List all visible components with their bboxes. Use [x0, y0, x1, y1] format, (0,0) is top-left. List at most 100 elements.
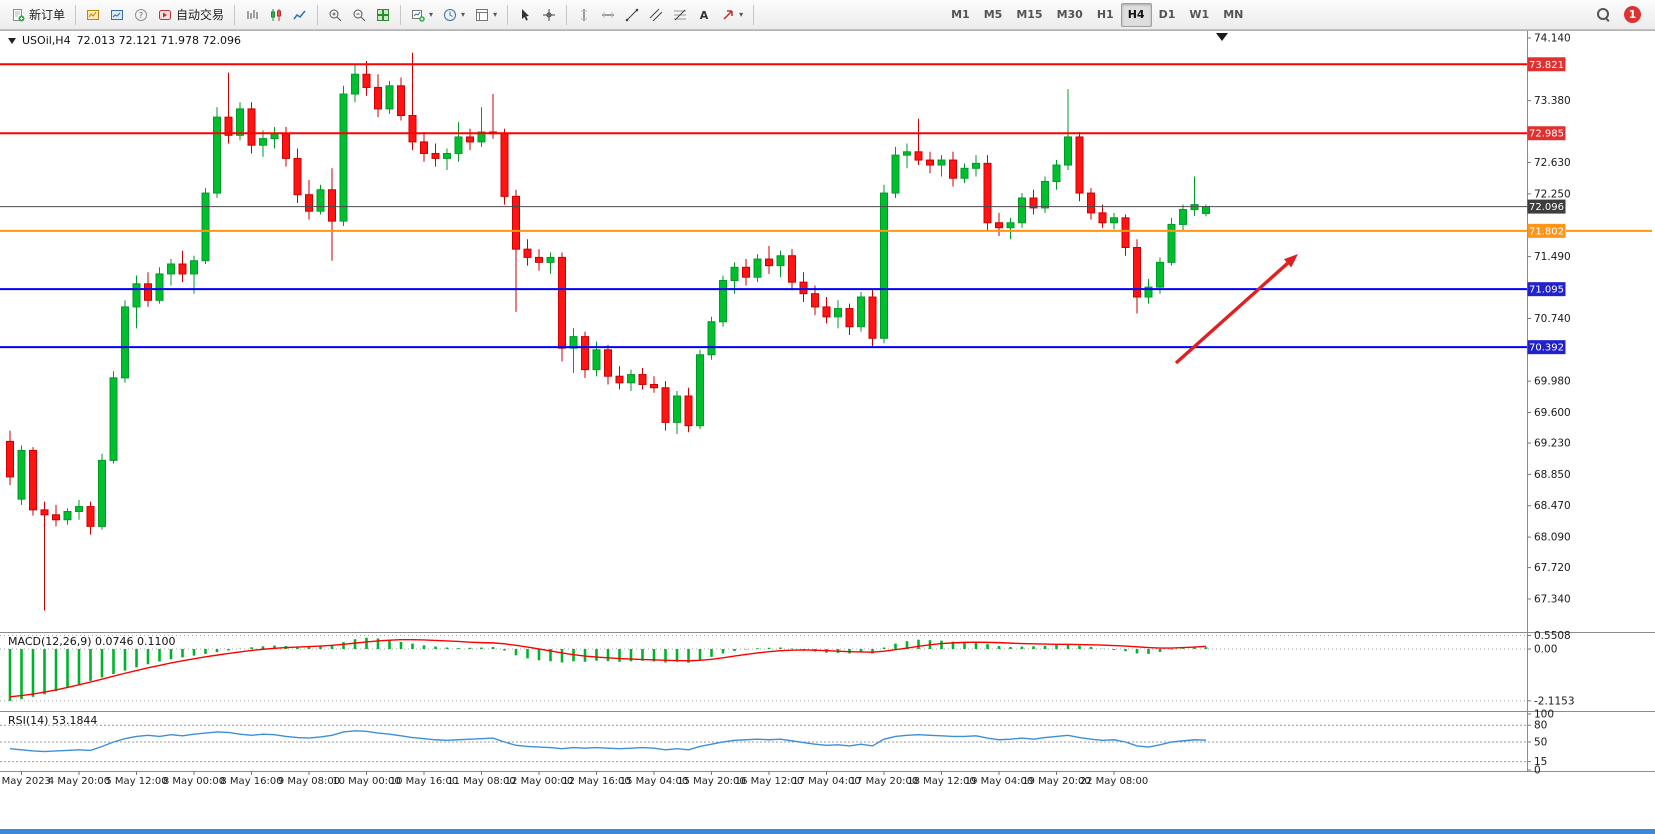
svg-text:19 May 20:00: 19 May 20:00	[1022, 776, 1091, 787]
chevron-down-icon[interactable]: ▾	[461, 9, 466, 19]
help-icon: ?	[134, 8, 148, 22]
timeframe-m1-button[interactable]: M1	[951, 8, 970, 21]
auto-trading-icon	[158, 8, 172, 22]
timeframe-h1-button[interactable]: H1	[1096, 8, 1114, 21]
rsi-indicator-title: RSI(14) 53.1844	[8, 714, 98, 727]
macd-signal-line	[9, 638, 1207, 698]
notification-badge[interactable]: 1	[1624, 6, 1641, 23]
price-badge	[1527, 126, 1566, 141]
fibonacci-button[interactable]	[668, 2, 692, 28]
new-order-label: 新订单	[29, 8, 66, 22]
timeframe-h4-button[interactable]: H4	[1120, 2, 1152, 27]
templates-button[interactable]: ▾	[470, 2, 502, 28]
timeframe-m5-button[interactable]: M5	[983, 8, 1003, 21]
chart-scroll-marker-icon[interactable]	[1216, 33, 1228, 41]
svg-text:68.090: 68.090	[1534, 532, 1571, 544]
toolbar-separator	[400, 4, 402, 25]
fibo-icon	[673, 8, 687, 22]
svg-text:4 May 20:00: 4 May 20:00	[48, 776, 110, 787]
zoom-out-button[interactable]	[347, 2, 371, 28]
text-tool-button[interactable]: A	[692, 2, 716, 28]
price-badge	[1527, 282, 1566, 297]
trendline-button[interactable]	[620, 2, 644, 28]
svg-text:69.980: 69.980	[1534, 376, 1571, 388]
svg-text:69.230: 69.230	[1534, 438, 1571, 450]
zoom-in-button[interactable]	[323, 2, 347, 28]
macd-histogram	[8, 637, 1208, 701]
trend-arrow[interactable]	[1174, 254, 1298, 365]
candlestick-mode-button[interactable]	[264, 2, 288, 28]
chart-window-button[interactable]	[81, 2, 105, 28]
svg-text:70.740: 70.740	[1534, 313, 1571, 325]
crosshair-button[interactable]	[537, 2, 561, 28]
svg-text:5 May 12:00: 5 May 12:00	[105, 776, 167, 787]
horizontal-line-button[interactable]	[596, 2, 620, 28]
toolbar-separator	[507, 4, 509, 25]
arrow-tool-icon	[721, 8, 735, 22]
toolbar: 新订单? 自动交易 ▾ ▾ ▾ A ▾ M1 M5 M15 M30 H1 H4 D1 W1 MN 1	[0, 0, 1655, 30]
svg-text:15 May 20:00: 15 May 20:00	[677, 776, 746, 787]
market-watch-icon	[110, 8, 124, 22]
svg-text:68.470: 68.470	[1534, 500, 1571, 512]
hline-icon	[601, 8, 615, 22]
market-watch-button[interactable]	[105, 2, 129, 28]
svg-text:?: ?	[139, 11, 143, 20]
new-order-button[interactable]: 新订单	[6, 2, 70, 28]
profiles-button[interactable]: ▾	[438, 2, 470, 28]
price-axis[interactable]: 74.140 73.380 72.630 72.250 71.490 70.740 69.9…	[1527, 32, 1571, 605]
timeframe-m30-button[interactable]: M30	[1056, 8, 1083, 21]
chevron-down-icon[interactable]: ▾	[429, 9, 434, 19]
tile-windows-button[interactable]	[371, 2, 395, 28]
toolbar-separator	[317, 4, 319, 25]
vertical-line-button[interactable]	[572, 2, 596, 28]
toolbar-separator	[566, 4, 568, 25]
svg-text:19 May 04:00: 19 May 04:00	[965, 776, 1034, 787]
price-badge	[1527, 57, 1566, 72]
timeframe-d1-button[interactable]: D1	[1158, 8, 1176, 21]
auto-trading-label: 自动交易	[176, 8, 225, 22]
equidistant-channel-button[interactable]	[644, 2, 668, 28]
svg-text:A: A	[700, 9, 709, 22]
timeframe-m15-button[interactable]: M15	[1016, 8, 1043, 21]
horizontal-line-objects[interactable]	[0, 63, 1652, 349]
arrows-tool-button[interactable]: ▾	[716, 2, 748, 28]
toolbar-right: 1	[1597, 6, 1649, 23]
candles-series	[6, 52, 1210, 611]
timeframe-mn-button[interactable]: MN	[1223, 8, 1244, 21]
chevron-down-icon[interactable]: ▾	[739, 9, 744, 19]
rsi-line	[9, 730, 1207, 753]
new-order-icon	[11, 8, 25, 22]
svg-text:17 May 20:00: 17 May 20:00	[850, 776, 919, 787]
svg-text:80: 80	[1534, 720, 1547, 732]
bottom-edge-bar	[0, 829, 1655, 834]
toolbar-separator	[234, 4, 236, 25]
line-icon	[293, 8, 307, 22]
svg-text:74.140: 74.140	[1534, 32, 1571, 44]
auto-trading-button[interactable]: 自动交易	[153, 2, 229, 28]
search-icon[interactable]	[1597, 8, 1610, 21]
toolbar-separator	[753, 4, 755, 25]
svg-text:73.821: 73.821	[1529, 60, 1564, 71]
svg-text:8 May 00:00: 8 May 00:00	[163, 776, 225, 787]
chevron-down-icon[interactable]: ▾	[493, 9, 498, 19]
zoom-in-icon	[328, 8, 342, 22]
macd-indicator-title: MACD(12,26,9) 0.0746 0.1100	[8, 635, 176, 648]
svg-text:50: 50	[1534, 737, 1547, 749]
channel-icon	[649, 8, 663, 22]
chart-window-icon	[86, 8, 100, 22]
cursor-button[interactable]	[513, 2, 537, 28]
bar-chart-mode-button[interactable]	[240, 2, 264, 28]
help-button[interactable]: ?	[129, 2, 153, 28]
chevron-down-icon[interactable]	[8, 37, 16, 44]
svg-text:11 May 08:00: 11 May 08:00	[447, 776, 516, 787]
trendline-icon	[625, 8, 639, 22]
svg-text:72.250: 72.250	[1534, 188, 1571, 200]
svg-text:69.600: 69.600	[1534, 407, 1571, 419]
new-chart-button[interactable]: ▾	[406, 2, 438, 28]
svg-text:71.095: 71.095	[1529, 285, 1564, 296]
timeframe-w1-button[interactable]: W1	[1189, 8, 1210, 21]
line-chart-mode-button[interactable]	[288, 2, 312, 28]
